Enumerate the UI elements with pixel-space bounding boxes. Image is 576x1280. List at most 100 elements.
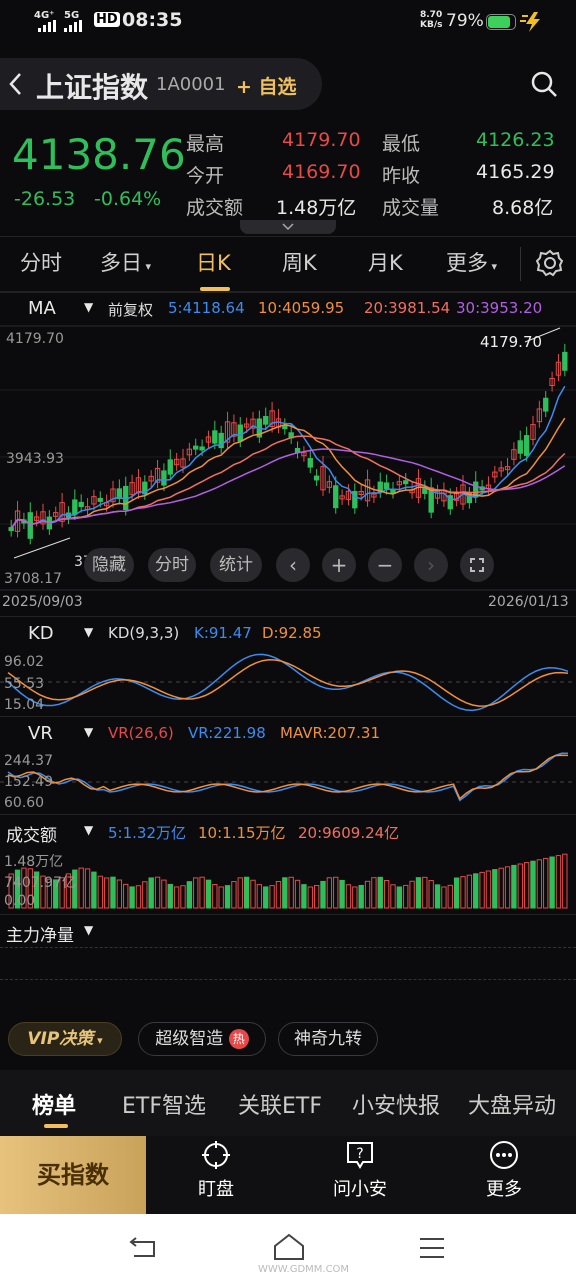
system-menu-icon[interactable]: [418, 1236, 446, 1260]
ma-dropdown-icon[interactable]: ▼: [84, 300, 94, 314]
status-bar: 4G⁺ 5G HD 08:35 8.70 KB/s 79%: [0, 0, 576, 44]
amount-bar: [313, 885, 320, 909]
tab-daily-k[interactable]: 日K: [196, 251, 231, 275]
tab-market-anomaly[interactable]: 大盘异动: [468, 1094, 557, 1119]
tab-weekly-k[interactable]: 周K: [282, 251, 317, 275]
add-watchlist-button[interactable]: + 自选: [236, 76, 297, 98]
ma5-value: 5:4118.64: [168, 299, 245, 317]
system-back-icon[interactable]: [128, 1236, 160, 1260]
candle-body: [205, 436, 212, 443]
nav-ask-label: 问小安: [333, 1179, 387, 1200]
settings-gear-icon[interactable]: [536, 249, 564, 277]
fenshi-button[interactable]: 分时: [148, 548, 196, 582]
amount-bar: [517, 863, 523, 909]
chevron-down-icon: [282, 223, 294, 231]
vr-label[interactable]: VR: [28, 723, 53, 744]
vr-line: [7, 752, 568, 802]
nav-more-label: 更多: [486, 1179, 522, 1200]
search-icon[interactable]: [530, 70, 558, 98]
page-title: 上证指数: [36, 71, 149, 104]
amount-bar: [161, 879, 167, 909]
ma-label[interactable]: MA: [28, 298, 56, 319]
amount-dropdown-icon[interactable]: ▼: [84, 823, 94, 837]
tab-fenshi[interactable]: 分时: [20, 251, 62, 275]
candle-body: [78, 501, 84, 508]
nav-more[interactable]: 更多: [434, 1140, 574, 1201]
amount-bar: [390, 884, 396, 909]
fullscreen-icon[interactable]: [460, 548, 494, 582]
kd-axis-3: 15.04: [4, 697, 45, 713]
amount-bar: [212, 884, 218, 909]
amount-bar: [377, 876, 383, 909]
amount-bar: [326, 877, 333, 909]
tab-xiaoan-news[interactable]: 小安快报: [352, 1094, 441, 1119]
zoom-out-icon[interactable]: −: [368, 548, 402, 582]
system-home-icon[interactable]: [272, 1232, 306, 1262]
main-flow-dropdown-icon[interactable]: ▼: [84, 923, 94, 937]
back-arrow-icon[interactable]: [8, 72, 22, 96]
main-flow-label[interactable]: 主力净量: [6, 926, 74, 946]
k-value: K:91.47: [194, 624, 252, 642]
super-manufacture-chip[interactable]: 超级智造 热: [138, 1022, 266, 1056]
expand-quote-button[interactable]: [240, 220, 336, 234]
stats-button[interactable]: 统计: [210, 548, 262, 582]
tab-related-etf[interactable]: 关联ETF: [238, 1094, 322, 1119]
expand-icon: [470, 558, 484, 572]
amount-bar: [473, 873, 479, 909]
amount-bar: [364, 880, 371, 909]
section-tabs: [0, 1070, 576, 1136]
candle-body: [523, 435, 530, 456]
nav-ask[interactable]: ? 问小安: [290, 1140, 430, 1201]
candle-body: [492, 471, 498, 478]
tab-monthly-k[interactable]: 月K: [368, 251, 403, 275]
candle-body: [199, 446, 205, 451]
tab-multiday[interactable]: 多日 ▾: [100, 251, 152, 275]
amount-bar: [91, 871, 97, 909]
magic-nine-chip[interactable]: 神奇九转: [278, 1022, 378, 1056]
candle-body: [27, 512, 33, 539]
vip-decision-chip[interactable]: VIP决策 ▾: [8, 1022, 122, 1056]
kd-label[interactable]: KD: [28, 623, 54, 644]
amount-axis-2: 7407.97亿: [4, 875, 76, 891]
amount-bar: [263, 886, 269, 909]
candle-body: [364, 479, 371, 502]
question-icon: ?: [347, 1142, 373, 1169]
tab-etf-select[interactable]: ETF智选: [122, 1094, 206, 1119]
watermark: WWW.GDMM.COM: [258, 1264, 350, 1275]
zoom-in-icon[interactable]: +: [322, 548, 356, 582]
amount-axis-1: 1.48万亿: [4, 854, 64, 870]
vr-axis-2: 152.49: [4, 774, 53, 790]
amount-bar: [485, 870, 492, 909]
date-end: 2026/01/13: [488, 594, 569, 610]
amount-bar: [301, 884, 307, 909]
amount-bar: [409, 880, 415, 909]
network-indicator-2: 5G: [64, 10, 80, 21]
amount-bar: [205, 879, 212, 909]
amount-panel-label[interactable]: 成交额: [6, 826, 57, 846]
tab-rankings[interactable]: 榜单: [32, 1094, 77, 1119]
candle-body: [193, 445, 199, 450]
pan-right-icon[interactable]: ›: [414, 548, 448, 582]
candle-body: [148, 475, 154, 482]
vr-dropdown-icon[interactable]: ▼: [84, 725, 94, 739]
kd-axis-2: 55.53: [4, 676, 45, 692]
crosshair-icon: [202, 1141, 230, 1169]
kline-chart[interactable]: [0, 324, 576, 592]
buy-index-button[interactable]: 买指数: [0, 1136, 146, 1214]
period-tabs: 分时 多日 ▾ 日K 周K 月K 更多 ▾: [0, 236, 576, 292]
amount-bar: [453, 877, 460, 909]
hide-button[interactable]: 隐藏: [84, 548, 134, 582]
adjust-label[interactable]: 前复权: [108, 301, 154, 319]
nav-watch[interactable]: 盯盘: [146, 1140, 286, 1201]
candle-body: [180, 458, 186, 468]
peak-pointer-line: [524, 327, 561, 343]
amount-ma10: 10:1.15万亿: [198, 824, 286, 842]
amount-ma5: 5:1.32万亿: [108, 824, 186, 842]
kd-dropdown-icon[interactable]: ▼: [84, 625, 94, 639]
nav-watch-label: 盯盘: [198, 1179, 234, 1200]
battery-percent: 79%: [446, 11, 484, 31]
amount-bar: [504, 866, 511, 909]
tab-more[interactable]: 更多 ▾: [446, 251, 498, 275]
ma30-line: [10, 448, 566, 529]
pan-left-icon[interactable]: ‹: [276, 548, 310, 582]
